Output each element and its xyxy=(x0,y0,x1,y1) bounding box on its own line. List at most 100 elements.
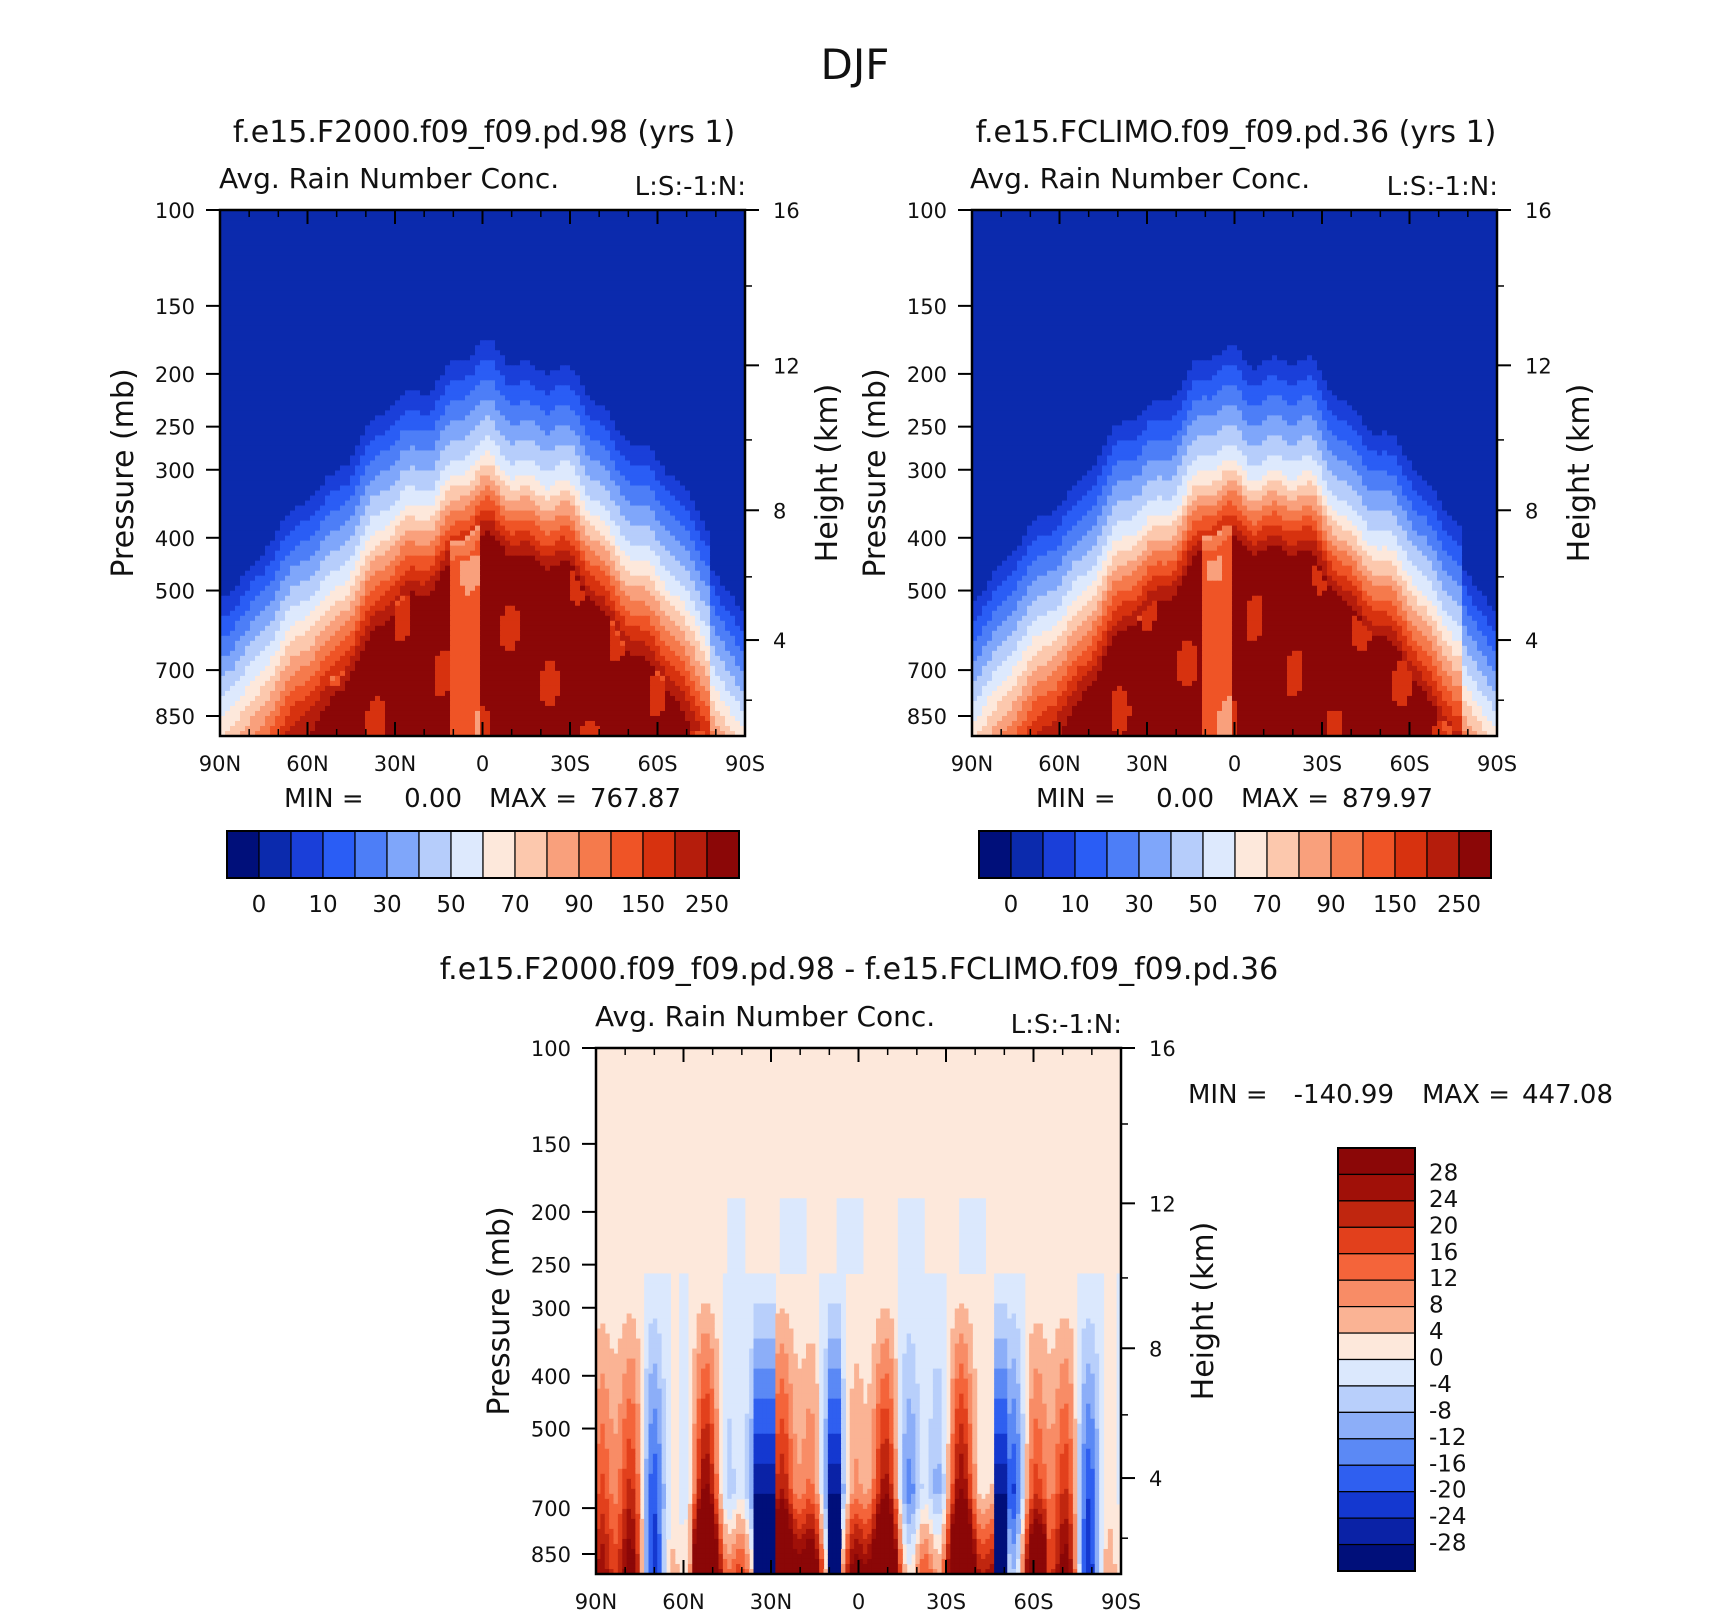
field-cell xyxy=(345,345,351,351)
field-cell xyxy=(710,295,716,301)
field-cell xyxy=(335,220,341,226)
field-cell xyxy=(580,440,586,447)
field-cell xyxy=(395,215,401,221)
field-cell xyxy=(610,315,616,321)
field-cell xyxy=(490,430,496,437)
field-cell xyxy=(515,385,521,391)
field-cell xyxy=(595,265,601,271)
field-cell xyxy=(400,330,406,336)
field-cell xyxy=(365,400,371,406)
field-cell xyxy=(675,315,681,321)
field-cell xyxy=(330,365,336,371)
field-cell xyxy=(435,255,441,261)
field-cell xyxy=(680,315,686,321)
field-cell xyxy=(595,420,601,427)
field-cell xyxy=(300,320,306,326)
field-cell xyxy=(405,440,411,447)
field-cell xyxy=(285,395,291,401)
field-cell xyxy=(365,430,371,437)
field-cell xyxy=(240,340,246,346)
field-cell xyxy=(445,255,451,261)
field-cell xyxy=(705,245,711,251)
field-cell xyxy=(430,250,436,256)
field-cell xyxy=(470,350,476,356)
field-cell xyxy=(420,235,426,241)
field-cell xyxy=(700,390,706,396)
field-cell xyxy=(360,390,366,396)
field-cell xyxy=(325,280,331,286)
field-cell xyxy=(320,255,326,261)
field-cell xyxy=(345,230,351,236)
field-cell xyxy=(555,330,561,336)
field-cell xyxy=(475,425,481,432)
field-cell xyxy=(650,250,656,256)
field-cell xyxy=(570,440,576,447)
field-cell xyxy=(290,330,296,336)
field-cell xyxy=(475,440,481,447)
field-cell xyxy=(220,395,226,401)
field-cell xyxy=(295,380,301,386)
field-cell xyxy=(255,330,261,336)
field-cell xyxy=(575,325,581,331)
field-cell xyxy=(370,420,376,427)
field-cell xyxy=(270,230,276,236)
field-cell xyxy=(520,365,526,371)
field-cell xyxy=(610,370,616,376)
field-cell xyxy=(530,315,536,321)
field-cell xyxy=(555,390,561,396)
field-cell xyxy=(405,280,411,286)
field-cell xyxy=(570,315,576,321)
field-cell xyxy=(585,390,591,396)
field-cell xyxy=(485,330,491,336)
field-cell xyxy=(335,250,341,256)
field-cell xyxy=(350,345,356,351)
field-cell xyxy=(305,360,311,366)
field-cell xyxy=(255,360,261,366)
field-cell xyxy=(405,415,411,421)
field-cell xyxy=(335,350,341,356)
field-cell xyxy=(410,285,416,291)
field-cell xyxy=(525,280,531,286)
field-cell xyxy=(735,210,741,216)
field-cell xyxy=(230,390,236,396)
field-cell xyxy=(660,345,666,351)
field-cell xyxy=(585,335,591,341)
field-cell xyxy=(660,330,666,336)
field-cell xyxy=(410,325,416,331)
field-cell xyxy=(225,370,231,376)
field-cell xyxy=(330,230,336,236)
field-cell xyxy=(325,300,331,306)
field-cell xyxy=(625,355,631,361)
field-cell xyxy=(275,345,281,351)
field-cell xyxy=(525,380,531,386)
field-cell xyxy=(375,235,381,241)
field-cell xyxy=(580,305,586,311)
field-cell xyxy=(255,275,261,281)
field-cell xyxy=(275,260,281,266)
field-cell xyxy=(310,265,316,271)
field-cell xyxy=(290,395,296,401)
field-cell xyxy=(240,365,246,371)
field-cell xyxy=(520,395,526,401)
field-cell xyxy=(570,335,576,341)
field-cell xyxy=(410,295,416,301)
field-cell xyxy=(260,375,266,381)
field-cell xyxy=(485,260,491,266)
field-cell xyxy=(560,235,566,241)
field-cell xyxy=(365,255,371,261)
field-cell xyxy=(650,300,656,306)
field-cell xyxy=(355,405,361,411)
field-cell xyxy=(495,425,501,432)
field-cell xyxy=(620,230,626,236)
field-cell xyxy=(540,225,546,231)
field-cell xyxy=(350,370,356,376)
field-cell xyxy=(560,365,566,371)
field-cell xyxy=(420,420,426,427)
field-cell xyxy=(705,325,711,331)
field-cell xyxy=(625,230,631,236)
field-cell xyxy=(480,290,486,296)
field-cell xyxy=(560,290,566,296)
field-cell xyxy=(310,315,316,321)
field-cell xyxy=(690,430,696,437)
field-cell xyxy=(235,230,241,236)
